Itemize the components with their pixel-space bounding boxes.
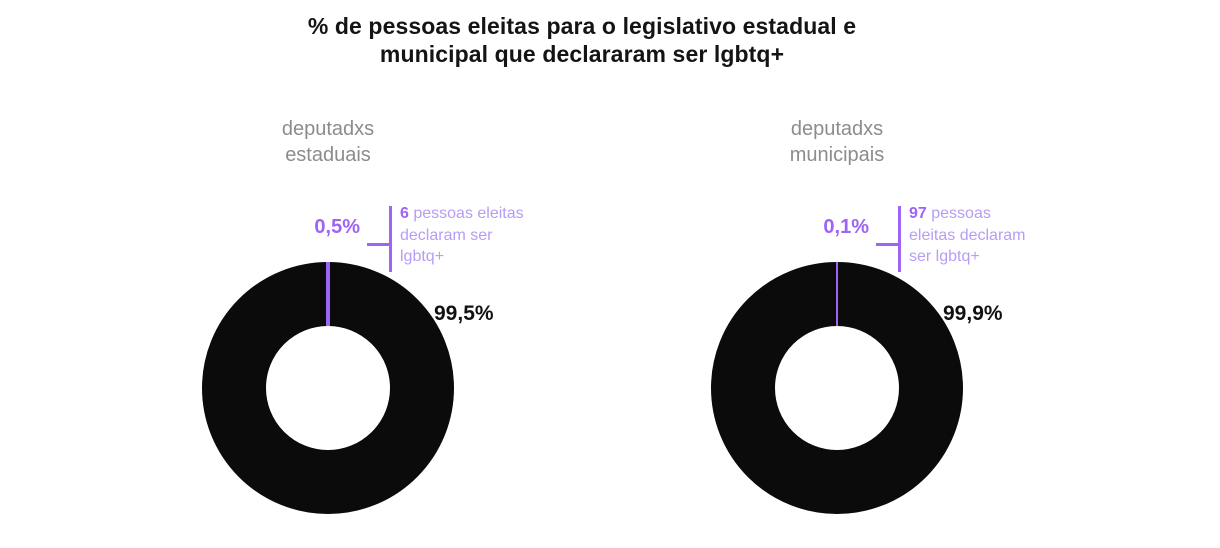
annotation-line-2: eleitas declaram bbox=[909, 226, 1026, 244]
chart-header-line-1: deputadxs bbox=[790, 118, 884, 140]
annotation-connector-dash bbox=[876, 243, 899, 246]
donut-chart-estaduais bbox=[202, 262, 454, 514]
minority-percentage-label: 0,1% bbox=[823, 216, 869, 238]
majority-percentage-label: 99,9% bbox=[943, 302, 1003, 325]
annotation-line-1: 97 pessoas bbox=[909, 203, 1069, 225]
chart-header-municipais: deputadxs municipais bbox=[587, 116, 1087, 168]
annotation-text: 6 pessoas eleitas declaram ser lgbtq+ bbox=[400, 203, 560, 268]
chart-header-estaduais: deputadxs estaduais bbox=[78, 116, 578, 168]
chart-estaduais: deputadxs estaduais 0,5% 6 pessoas eleit… bbox=[78, 110, 578, 548]
annotation-line-1-rest: pessoas eleitas bbox=[408, 205, 524, 222]
donut-slice-lgbtq bbox=[326, 262, 330, 326]
annotation-text: 97 pessoas eleitas declaram ser lgbtq+ bbox=[909, 203, 1069, 268]
elected-count: 97 bbox=[909, 205, 927, 222]
chart-title-line-2: municipal que declararam ser lgbtq+ bbox=[379, 41, 785, 67]
elected-count: 6 bbox=[400, 205, 409, 222]
annotation-line-1: 6 pessoas eleitas bbox=[400, 203, 560, 225]
chart-title-line-1: % de pessoas eleitas para o legislativo … bbox=[307, 13, 857, 39]
donut-slice-lgbtq bbox=[836, 262, 838, 326]
chart-header-line-2: estaduais bbox=[285, 144, 371, 166]
majority-percentage-label: 99,5% bbox=[434, 302, 494, 325]
chart-title: % de pessoas eleitas para o legislativo … bbox=[0, 12, 1164, 68]
annotation-line-3: lgbtq+ bbox=[400, 248, 445, 265]
chart-header-line-2: municipais bbox=[789, 144, 885, 166]
donut-chart-municipais bbox=[711, 262, 963, 514]
annotation-connector-bar bbox=[898, 206, 901, 272]
annotation-line-1-rest: pessoas bbox=[926, 205, 991, 222]
annotation-connector-dash bbox=[367, 243, 390, 246]
annotation-line-3: ser lgbtq+ bbox=[909, 248, 980, 265]
minority-percentage-label: 0,5% bbox=[314, 216, 360, 238]
annotation-connector-bar bbox=[389, 206, 392, 272]
chart-header-line-1: deputadxs bbox=[281, 118, 375, 140]
annotation-line-2: declaram ser bbox=[400, 226, 493, 244]
chart-municipais: deputadxs municipais 0,1% 97 pessoas ele… bbox=[587, 110, 1087, 548]
